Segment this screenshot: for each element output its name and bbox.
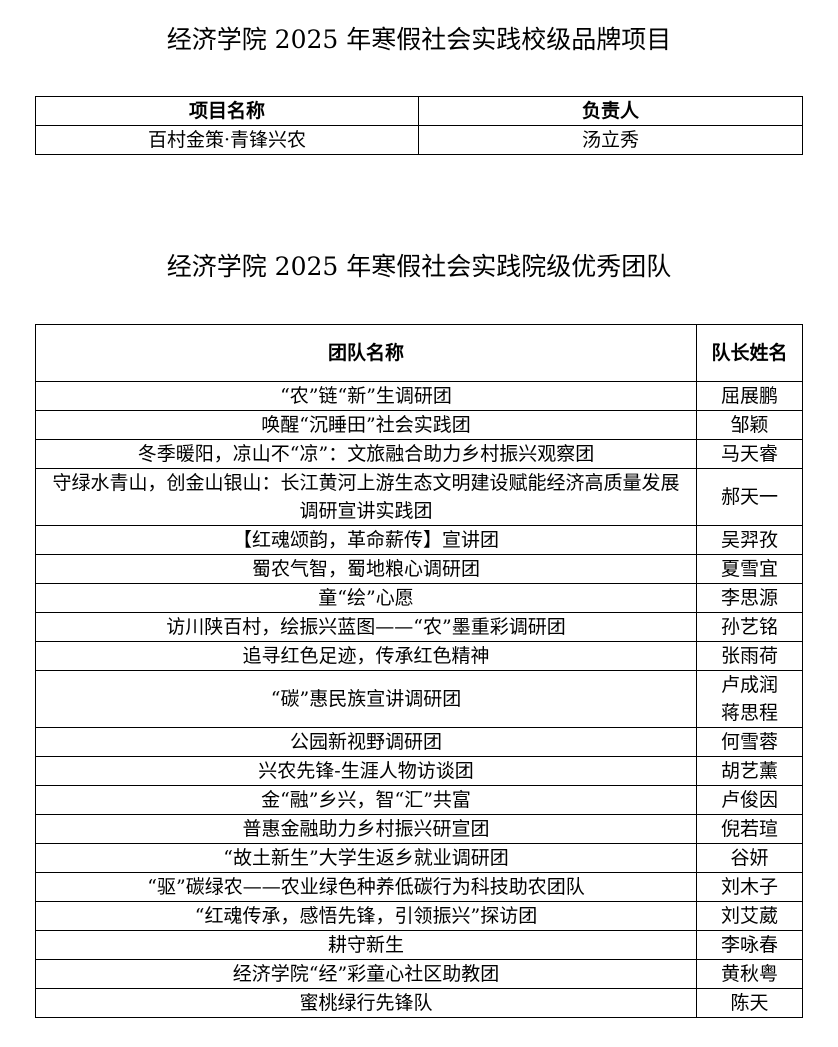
captain-name: 郝天一 [696,468,803,526]
team-name: “农”链“新”生调研团 [35,381,697,411]
table-row: 唤醒“沉睡田”社会实践团 邹颖 [35,410,803,440]
team-name: 访川陕百村，绘振兴蓝图——“农”墨重彩调研团 [35,612,697,642]
table-row: 【红魂颂韵，革命薪传】宣讲团 吴羿孜 [35,525,803,555]
captain-name: 夏雪宜 [696,554,803,584]
team-name: “红魂传承，感悟先锋，引领振兴”探访团 [35,901,697,931]
team-name: 守绿水青山，创金山银山：长江黄河上游生态文明建设赋能经济高质量发展调研宣讲实践团 [35,468,697,526]
brand-project-table: 项目名称 负责人 百村金策·青锋兴农 汤立秀 [35,96,803,155]
table-header-row: 项目名称 负责人 [35,96,803,126]
team-name: “碳”惠民族宣讲调研团 [35,670,697,728]
table-row: 百村金策·青锋兴农 汤立秀 [35,125,803,155]
brand-project-title: 经济学院 2025 年寒假社会实践校级品牌项目 [166,25,672,54]
table-row: “驱”碳绿农——农业绿色种养低碳行为科技助农团队 刘木子 [35,872,803,902]
excellent-team-table: 团队名称 队长姓名 “农”链“新”生调研团 屈展鹏 唤醒“沉睡田”社会实践团 邹颖 冬季… [35,324,803,1018]
table-row: 访川陕百村，绘振兴蓝图——“农”墨重彩调研团 孙艺铭 [35,612,803,642]
table-row: 蜜桃绿行先锋队 陈天 [35,988,803,1018]
captain-name: 屈展鹏 [696,381,803,411]
table-row: 守绿水青山，创金山银山：长江黄河上游生态文明建设赋能经济高质量发展调研宣讲实践团… [35,468,803,526]
table-row: 公园新视野调研团 何雪蓉 [35,727,803,757]
captain-name: 吴羿孜 [696,525,803,555]
team-name: 经济学院“经”彩童心社区助教团 [35,959,697,989]
table-header-row: 团队名称 队长姓名 [35,324,803,382]
project-name: 百村金策·青锋兴农 [35,125,419,155]
team-name: 耕守新生 [35,930,697,960]
captain-name: 卢俊因 [696,785,803,815]
captain-name: 刘木子 [696,872,803,902]
table-row: 经济学院“经”彩童心社区助教团 黄秋粤 [35,959,803,989]
captain-name: 孙艺铭 [696,612,803,642]
table-row: 童“绘”心愿 李思源 [35,583,803,613]
table-row: “红魂传承，感悟先锋，引领振兴”探访团 刘艾葳 [35,901,803,931]
team-name: 蜀农气智，蜀地粮心调研团 [35,554,697,584]
captain-name: 倪若瑄 [696,814,803,844]
captain-name: 李咏春 [696,930,803,960]
table-row: 追寻红色足迹，传承红色精神 张雨荷 [35,641,803,671]
team-name: 公园新视野调研团 [35,727,697,757]
table-row: 兴农先锋-生涯人物访谈团 胡艺薰 [35,756,803,786]
excellent-team-title: 经济学院 2025 年寒假社会实践院级优秀团队 [166,252,672,281]
header-leader: 负责人 [418,96,803,126]
captain-name: 李思源 [696,583,803,613]
team-name: 童“绘”心愿 [35,583,697,613]
table-row: “碳”惠民族宣讲调研团 卢成润 蒋思程 [35,670,803,728]
table-row: 普惠金融助力乡村振兴研宣团 倪若瑄 [35,814,803,844]
table-row: 耕守新生 李咏春 [35,930,803,960]
table-row: “故土新生”大学生返乡就业调研团 谷妍 [35,843,803,873]
captain-name: 陈天 [696,988,803,1018]
captain-name: 马天睿 [696,439,803,469]
team-name: 金“融”乡兴，智“汇”共富 [35,785,697,815]
captain-name: 黄秋粤 [696,959,803,989]
table-row: “农”链“新”生调研团 屈展鹏 [35,381,803,411]
team-name: 追寻红色足迹，传承红色精神 [35,641,697,671]
captain-name: 谷妍 [696,843,803,873]
team-name: 唤醒“沉睡田”社会实践团 [35,410,697,440]
team-name: 普惠金融助力乡村振兴研宣团 [35,814,697,844]
team-name: “故土新生”大学生返乡就业调研团 [35,843,697,873]
captain-name: 张雨荷 [696,641,803,671]
captain-name: 何雪蓉 [696,727,803,757]
team-name: 蜜桃绿行先锋队 [35,988,697,1018]
table-row: 蜀农气智，蜀地粮心调研团 夏雪宜 [35,554,803,584]
captain-name: 卢成润 蒋思程 [696,670,803,728]
table-row: 冬季暖阳，凉山不“凉”：文旅融合助力乡村振兴观察团 马天睿 [35,439,803,469]
project-leader: 汤立秀 [418,125,803,155]
team-name: 冬季暖阳，凉山不“凉”：文旅融合助力乡村振兴观察团 [35,439,697,469]
team-name: “驱”碳绿农——农业绿色种养低碳行为科技助农团队 [35,872,697,902]
header-project-name: 项目名称 [35,96,419,126]
header-captain-name: 队长姓名 [696,324,803,382]
table-row: 金“融”乡兴，智“汇”共富 卢俊因 [35,785,803,815]
captain-name: 刘艾葳 [696,901,803,931]
team-name: 【红魂颂韵，革命薪传】宣讲团 [35,525,697,555]
captain-name: 胡艺薰 [696,756,803,786]
header-team-name: 团队名称 [35,324,697,382]
team-name: 兴农先锋-生涯人物访谈团 [35,756,697,786]
captain-name: 邹颖 [696,410,803,440]
